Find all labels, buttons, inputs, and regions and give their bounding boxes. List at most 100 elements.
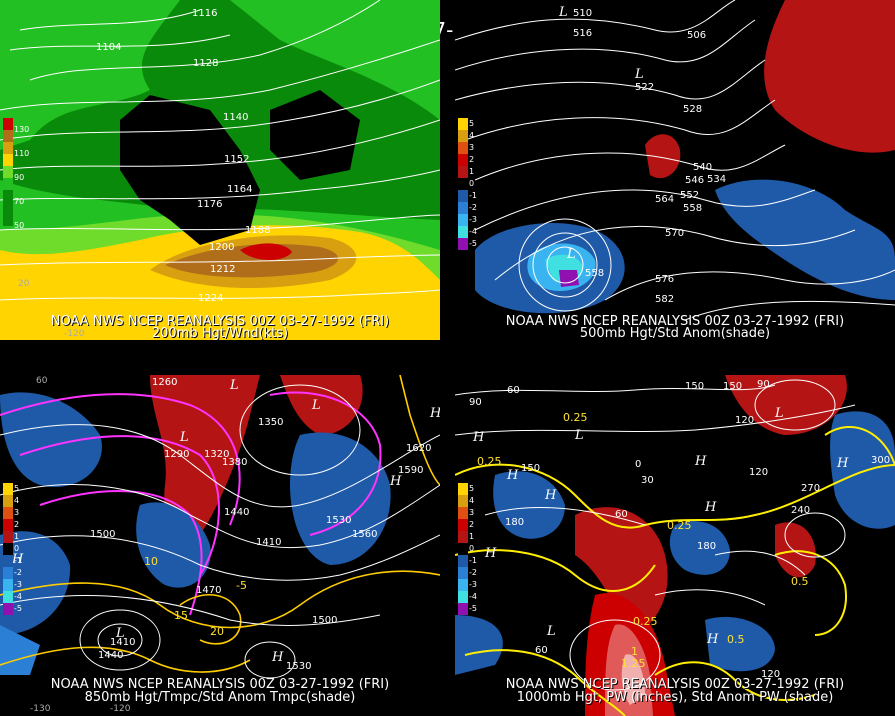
contour-label: 120 [761,669,780,680]
contour-label: 1200 [209,242,234,253]
high-marker: H [472,430,485,445]
contour-label: 1530 [326,515,351,526]
contour-label: 522 [635,82,654,93]
pw-label: 0.25 [633,615,658,628]
lat-label: 60 [36,376,48,386]
low-marker: L [115,626,125,641]
contour-label: 150 [521,463,540,474]
panel-850mb-map: 1260 1350 1380 1320 1290 1440 1410 1500 … [0,375,440,716]
key-label: 90 [14,173,25,182]
high-marker: H [704,500,717,515]
low-marker: L [229,378,239,393]
low-marker: L [566,247,576,262]
high-marker: H [11,552,24,567]
panel-field-caption: 200mb Hgt/Wnd(kts) [151,326,289,341]
pw-label: 0.25 [563,411,588,424]
key-label: 130 [14,125,30,134]
contour-label: 1116 [192,8,217,19]
contour-label: 1212 [210,264,235,275]
wind-speed-map: 1116 1104 1128 1140 1152 1164 1176 1188 … [0,0,440,340]
contour-label: 1140 [223,112,248,123]
low-marker: L [546,624,556,639]
panel-1000mb-pw-map: 60 90 150 120 180 60 30 0 150 180 240 27… [455,375,895,716]
contour-label: 528 [683,104,702,115]
low-marker: L [311,398,321,413]
contour-label: 1590 [398,465,423,476]
contour-label: 1164 [227,184,252,195]
low-marker: L [774,406,784,421]
contour-label: 90 [757,379,770,390]
key-label: 70 [14,197,25,206]
contour-label: 1128 [193,58,218,69]
panel-source-caption: NOAA NWS NCEP REANALYSIS 00Z 03-27-1992 … [50,314,390,329]
high-marker: H [836,456,849,471]
high-marker: H [506,468,519,483]
lon-label: -120 [110,704,131,714]
contour-label: 60 [507,385,520,396]
high-marker: H [389,474,402,489]
contour-label: 240 [791,505,810,516]
contour-label: 570 [665,228,684,239]
high-marker: H [271,650,284,665]
contour-label: 1290 [164,449,189,460]
low-marker: L [558,5,568,20]
panel-field-caption: 850mb Hgt/Tmpc/Std Anom Tmpc(shade) [84,690,356,705]
contour-label: 1530 [286,661,311,672]
contour-label: 1440 [224,507,249,518]
key-label: 110 [14,149,30,158]
contour-label: 120 [749,467,768,478]
pw-label: 1.25 [621,657,646,670]
contour-label: 150 [723,381,742,392]
contour-label: 1410 [256,537,281,548]
contour-label: 1188 [245,225,270,236]
high-marker: H [429,406,440,421]
color-key-labels: 5 4 3 2 1 0 -1 -2 -3 -4 -5 [469,484,477,613]
contour-label: 1440 [98,650,123,661]
contour-label: 1500 [90,529,115,540]
contour-label: 150 [685,381,704,392]
contour-label: 576 [655,274,674,285]
panel-500mb-map: 510 516 522 506 528 540 546 534 552 558 … [455,0,895,340]
contour-label: 1224 [198,293,223,304]
contour-label: 510 [573,8,592,19]
precipitable-water-map: 60 90 150 120 180 60 30 0 150 180 240 27… [455,375,895,716]
contour-label: 1470 [196,585,221,596]
contour-label: 120 [735,415,754,426]
color-key-labels: 5 4 3 2 1 0 -1 -2 -3 -4 -5 [14,484,22,613]
contour-label: 1380 [222,457,247,468]
pw-label: 0.5 [791,575,809,588]
contour-label: 1104 [96,42,121,53]
color-key-labels: 130 110 90 70 50 [14,124,29,232]
temperature-label: -5 [236,579,247,592]
contour-label: 582 [655,294,674,305]
pw-label: 0.25 [667,519,692,532]
contour-label: 564 [655,194,674,205]
pw-label: 1 [631,645,638,658]
high-marker: H [694,454,707,469]
contour-label: 1410 [110,637,135,648]
contour-label: 0 [635,459,641,470]
contour-label: 1620 [406,443,431,454]
contour-label: 1152 [224,154,249,165]
temperature-label: 15 [174,609,188,622]
contour-label: 60 [615,509,628,520]
panel-source-caption: NOAA NWS NCEP REANALYSIS 00Z 03-27-1992 … [505,314,845,329]
contour-label: 534 [707,174,726,185]
contour-label: 1176 [197,199,222,210]
contour-label: 540 [693,162,712,173]
contour-label: 516 [573,28,592,39]
lon-label: -130 [30,704,51,714]
low-marker: L [574,428,584,443]
color-key [458,483,468,615]
panel-source-caption: NOAA NWS NCEP REANALYSIS 00Z 03-27-1992 … [50,677,390,692]
panel-field-caption: 500mb Hgt/Std Anom(shade) [579,326,771,341]
contour-label: 558 [683,203,702,214]
contour-label: 1260 [152,377,177,388]
panel-field-caption: 1000mb Hgt, PW (inches), Std Anom PW (sh… [516,690,834,705]
temperature-label: 20 [210,625,224,638]
high-marker: H [544,488,557,503]
panel-source-caption: NOAA NWS NCEP REANALYSIS 00Z 03-27-1992 … [505,677,845,692]
contour-label: 180 [505,517,524,528]
high-marker: H [706,632,719,647]
key-label: 50 [14,221,25,230]
